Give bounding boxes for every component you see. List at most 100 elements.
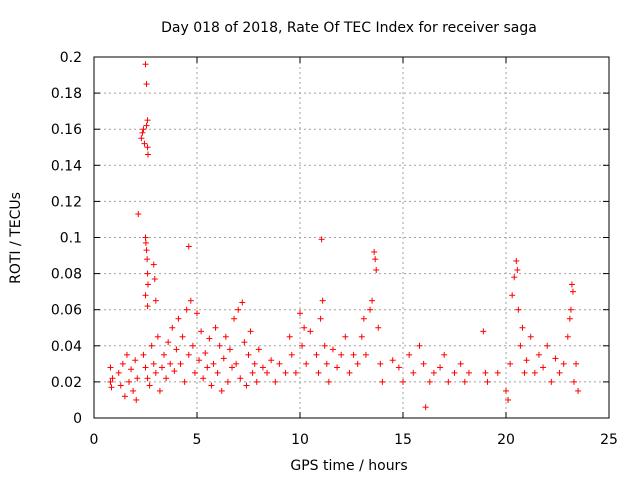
y-tick-label: 0.16	[51, 122, 82, 138]
data-point	[144, 151, 151, 158]
data-point	[358, 333, 365, 340]
data-point	[494, 369, 501, 376]
data-point	[144, 117, 151, 124]
data-point	[484, 378, 491, 385]
data-point	[360, 315, 367, 322]
data-point	[115, 369, 122, 376]
data-point	[268, 357, 275, 364]
data-point	[144, 375, 151, 382]
data-point	[135, 211, 142, 218]
data-point	[243, 382, 250, 389]
data-point	[107, 364, 114, 371]
data-point	[422, 404, 429, 411]
data-point	[566, 315, 573, 322]
data-point	[152, 297, 159, 304]
data-point	[233, 360, 240, 367]
data-point	[575, 387, 582, 394]
data-point	[212, 324, 219, 331]
data-point	[177, 360, 184, 367]
data-point	[461, 378, 468, 385]
data-point	[198, 328, 205, 335]
y-tick-label: 0.12	[51, 194, 82, 210]
data-point	[158, 364, 165, 371]
data-point	[514, 266, 521, 273]
data-point	[139, 129, 146, 136]
data-point	[143, 247, 150, 254]
data-point	[107, 378, 114, 385]
data-point	[573, 360, 580, 367]
data-point	[133, 396, 140, 403]
x-tick-labels: 0 5 10 15 20 25	[90, 432, 618, 448]
data-point	[369, 297, 376, 304]
data-point	[301, 324, 308, 331]
data-point	[218, 387, 225, 394]
data-point	[123, 351, 130, 358]
data-point	[540, 364, 547, 371]
data-point	[334, 364, 341, 371]
y-tick-labels: 0 0.02 0.04 0.06 0.08 0.1 0.12 0.14 0.16 0.18 0.2	[51, 50, 82, 427]
data-point	[241, 339, 248, 346]
data-point	[196, 357, 203, 364]
data-point	[235, 306, 242, 313]
y-tick-label: 0.18	[51, 86, 82, 102]
data-point	[117, 382, 124, 389]
x-tick-label: 5	[193, 432, 202, 448]
data-point	[325, 378, 332, 385]
data-point	[544, 342, 551, 349]
data-point	[480, 328, 487, 335]
data-point	[564, 333, 571, 340]
data-point	[406, 351, 413, 358]
data-point	[247, 328, 254, 335]
data-point	[216, 342, 223, 349]
data-point	[297, 310, 303, 317]
y-axis-label: ROTI / TECUs	[8, 192, 24, 284]
data-point	[144, 303, 151, 310]
data-point	[126, 378, 133, 385]
data-point	[143, 122, 150, 129]
data-point	[513, 257, 520, 264]
data-point	[511, 274, 518, 281]
data-point	[208, 382, 215, 389]
data-point	[200, 375, 207, 382]
data-point	[144, 270, 151, 277]
data-point	[185, 243, 192, 250]
data-point	[441, 351, 448, 358]
data-point	[288, 351, 295, 358]
data-point	[249, 369, 256, 376]
data-point	[132, 357, 139, 364]
data-point	[253, 378, 260, 385]
grid	[94, 57, 609, 418]
x-tick-label: 10	[291, 432, 309, 448]
data-point	[156, 387, 163, 394]
data-point	[143, 81, 150, 88]
data-point	[548, 378, 555, 385]
data-point	[552, 355, 559, 362]
data-point	[457, 360, 464, 367]
data-point	[430, 369, 437, 376]
data-point	[315, 369, 322, 376]
data-point	[556, 369, 563, 376]
data-point	[437, 364, 444, 371]
data-point	[179, 333, 186, 340]
data-point	[372, 256, 379, 263]
data-point	[224, 378, 231, 385]
data-point	[507, 360, 514, 367]
data-point	[313, 351, 320, 358]
data-point	[152, 369, 159, 376]
data-point	[276, 360, 283, 367]
y-tick-label: 0.08	[51, 267, 82, 283]
data-point	[568, 281, 575, 288]
data-point	[465, 369, 472, 376]
data-point	[175, 315, 182, 322]
data-point	[173, 346, 180, 353]
data-point	[206, 335, 213, 342]
data-point	[183, 306, 190, 313]
data-point	[148, 342, 155, 349]
data-point	[214, 369, 221, 376]
x-tick-label: 0	[90, 432, 99, 448]
data-point	[167, 360, 174, 367]
y-tick-label: 0.04	[51, 339, 82, 355]
data-point	[144, 144, 151, 151]
data-point	[146, 382, 153, 389]
data-point	[505, 396, 512, 403]
